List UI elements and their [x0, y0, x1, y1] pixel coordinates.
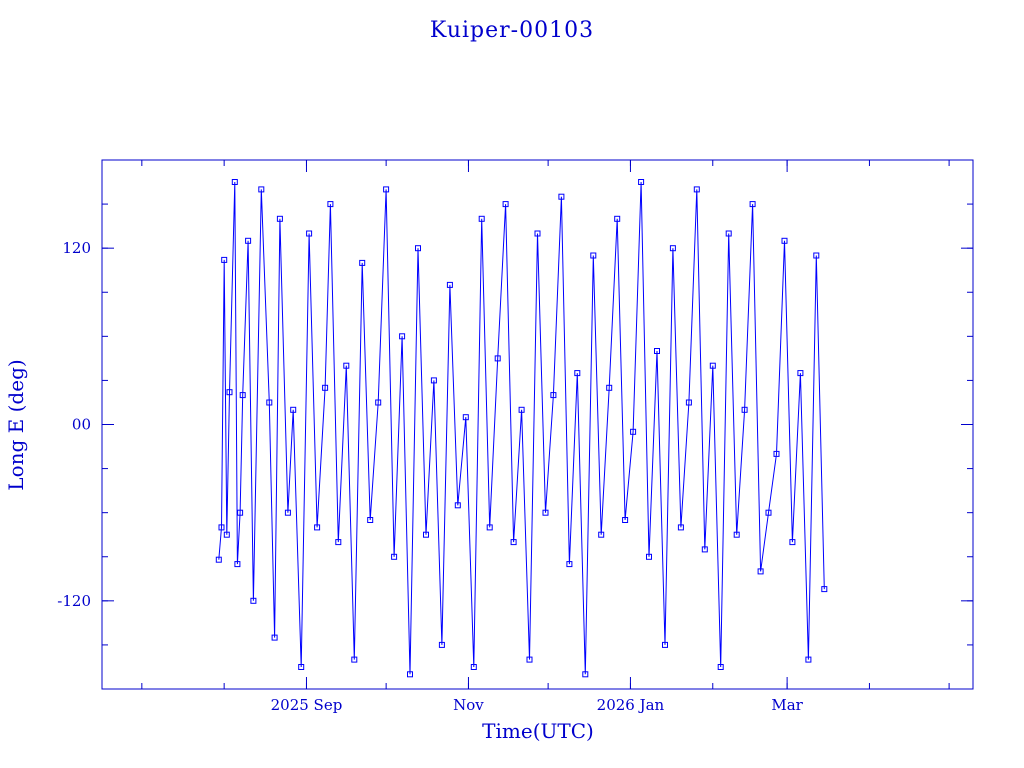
data-point	[223, 531, 230, 538]
x-tick-label: Nov	[453, 696, 484, 714]
data-point	[781, 237, 788, 244]
data-point	[454, 502, 461, 509]
data-point	[237, 509, 244, 516]
data-point	[383, 186, 390, 193]
data-point	[271, 634, 278, 641]
data-point	[701, 546, 708, 553]
data-point	[733, 531, 740, 538]
data-point	[550, 392, 557, 399]
data-point	[231, 179, 238, 185]
data-point	[375, 399, 382, 406]
data-point	[234, 561, 241, 568]
data-point	[314, 524, 321, 531]
data-point	[407, 671, 413, 678]
data-point	[542, 509, 549, 516]
data-point	[741, 406, 748, 413]
data-point	[335, 539, 342, 546]
data-point	[290, 406, 297, 413]
data-point	[239, 392, 246, 399]
data-point	[226, 389, 233, 396]
chart-title: Kuiper-00103	[430, 18, 594, 43]
data-point	[773, 450, 780, 457]
data-point	[669, 245, 676, 252]
data-point	[415, 245, 421, 252]
data-point	[276, 215, 283, 222]
data-point	[215, 556, 222, 563]
data-point	[749, 201, 756, 208]
series-line	[218, 181, 825, 675]
data-point	[423, 531, 429, 538]
data-point	[614, 215, 621, 222]
x-axis-label: Time(UTC)	[482, 719, 594, 743]
data-point	[821, 586, 828, 593]
data-point	[606, 384, 613, 391]
data-point	[662, 641, 668, 648]
data-point	[677, 524, 684, 531]
data-point	[351, 656, 358, 663]
y-tick-label: 120	[62, 239, 91, 257]
data-point	[646, 553, 652, 560]
data-point	[258, 186, 265, 193]
data-point	[218, 524, 225, 531]
data-layer	[215, 179, 828, 678]
data-point	[598, 531, 605, 538]
data-point	[502, 201, 509, 208]
y-axis-label: Long E (deg)	[4, 359, 28, 490]
data-point	[534, 230, 541, 237]
data-point	[558, 193, 565, 200]
y-tick-label: 00	[72, 416, 91, 434]
data-point	[582, 671, 589, 678]
x-tick-label: Mar	[771, 696, 803, 714]
data-point	[221, 256, 228, 263]
data-point	[709, 362, 716, 369]
data-point	[510, 539, 517, 546]
data-point	[343, 362, 350, 369]
data-point	[630, 428, 637, 435]
data-point	[638, 179, 645, 185]
data-point	[399, 333, 406, 340]
data-point	[765, 509, 772, 516]
data-point	[359, 259, 366, 266]
data-point	[590, 252, 597, 259]
data-point	[470, 664, 477, 670]
data-point	[391, 553, 398, 560]
tick-layer: 2025 Sep Nov 2026 Jan Mar 120 00 -120	[57, 160, 973, 714]
data-point	[494, 355, 501, 362]
x-tick-label: 2025 Sep	[271, 696, 343, 714]
x-tick-label: 2026 Jan	[597, 696, 665, 714]
data-point	[813, 252, 820, 259]
data-point	[574, 370, 581, 377]
data-point	[685, 399, 692, 406]
data-point	[438, 641, 445, 648]
data-point	[430, 377, 437, 384]
data-point	[789, 539, 796, 546]
data-point	[486, 524, 493, 531]
data-point	[266, 399, 273, 406]
data-point	[622, 517, 629, 523]
data-point	[693, 186, 700, 193]
data-point	[566, 561, 573, 568]
data-point	[306, 230, 313, 237]
data-point	[725, 230, 732, 237]
data-point	[654, 348, 660, 354]
data-point	[805, 656, 812, 663]
data-point	[322, 384, 329, 391]
data-point	[446, 281, 453, 288]
data-point	[284, 509, 291, 516]
data-point	[298, 664, 305, 670]
data-point	[327, 201, 334, 208]
data-point	[462, 414, 469, 421]
data-point	[717, 664, 724, 670]
data-point	[526, 656, 533, 663]
data-point	[250, 597, 257, 604]
data-point	[797, 370, 804, 377]
data-point	[367, 517, 374, 523]
data-point	[757, 568, 764, 575]
data-point	[518, 406, 525, 413]
y-tick-label: -120	[57, 592, 91, 610]
data-point	[245, 237, 252, 244]
data-point	[478, 215, 485, 222]
